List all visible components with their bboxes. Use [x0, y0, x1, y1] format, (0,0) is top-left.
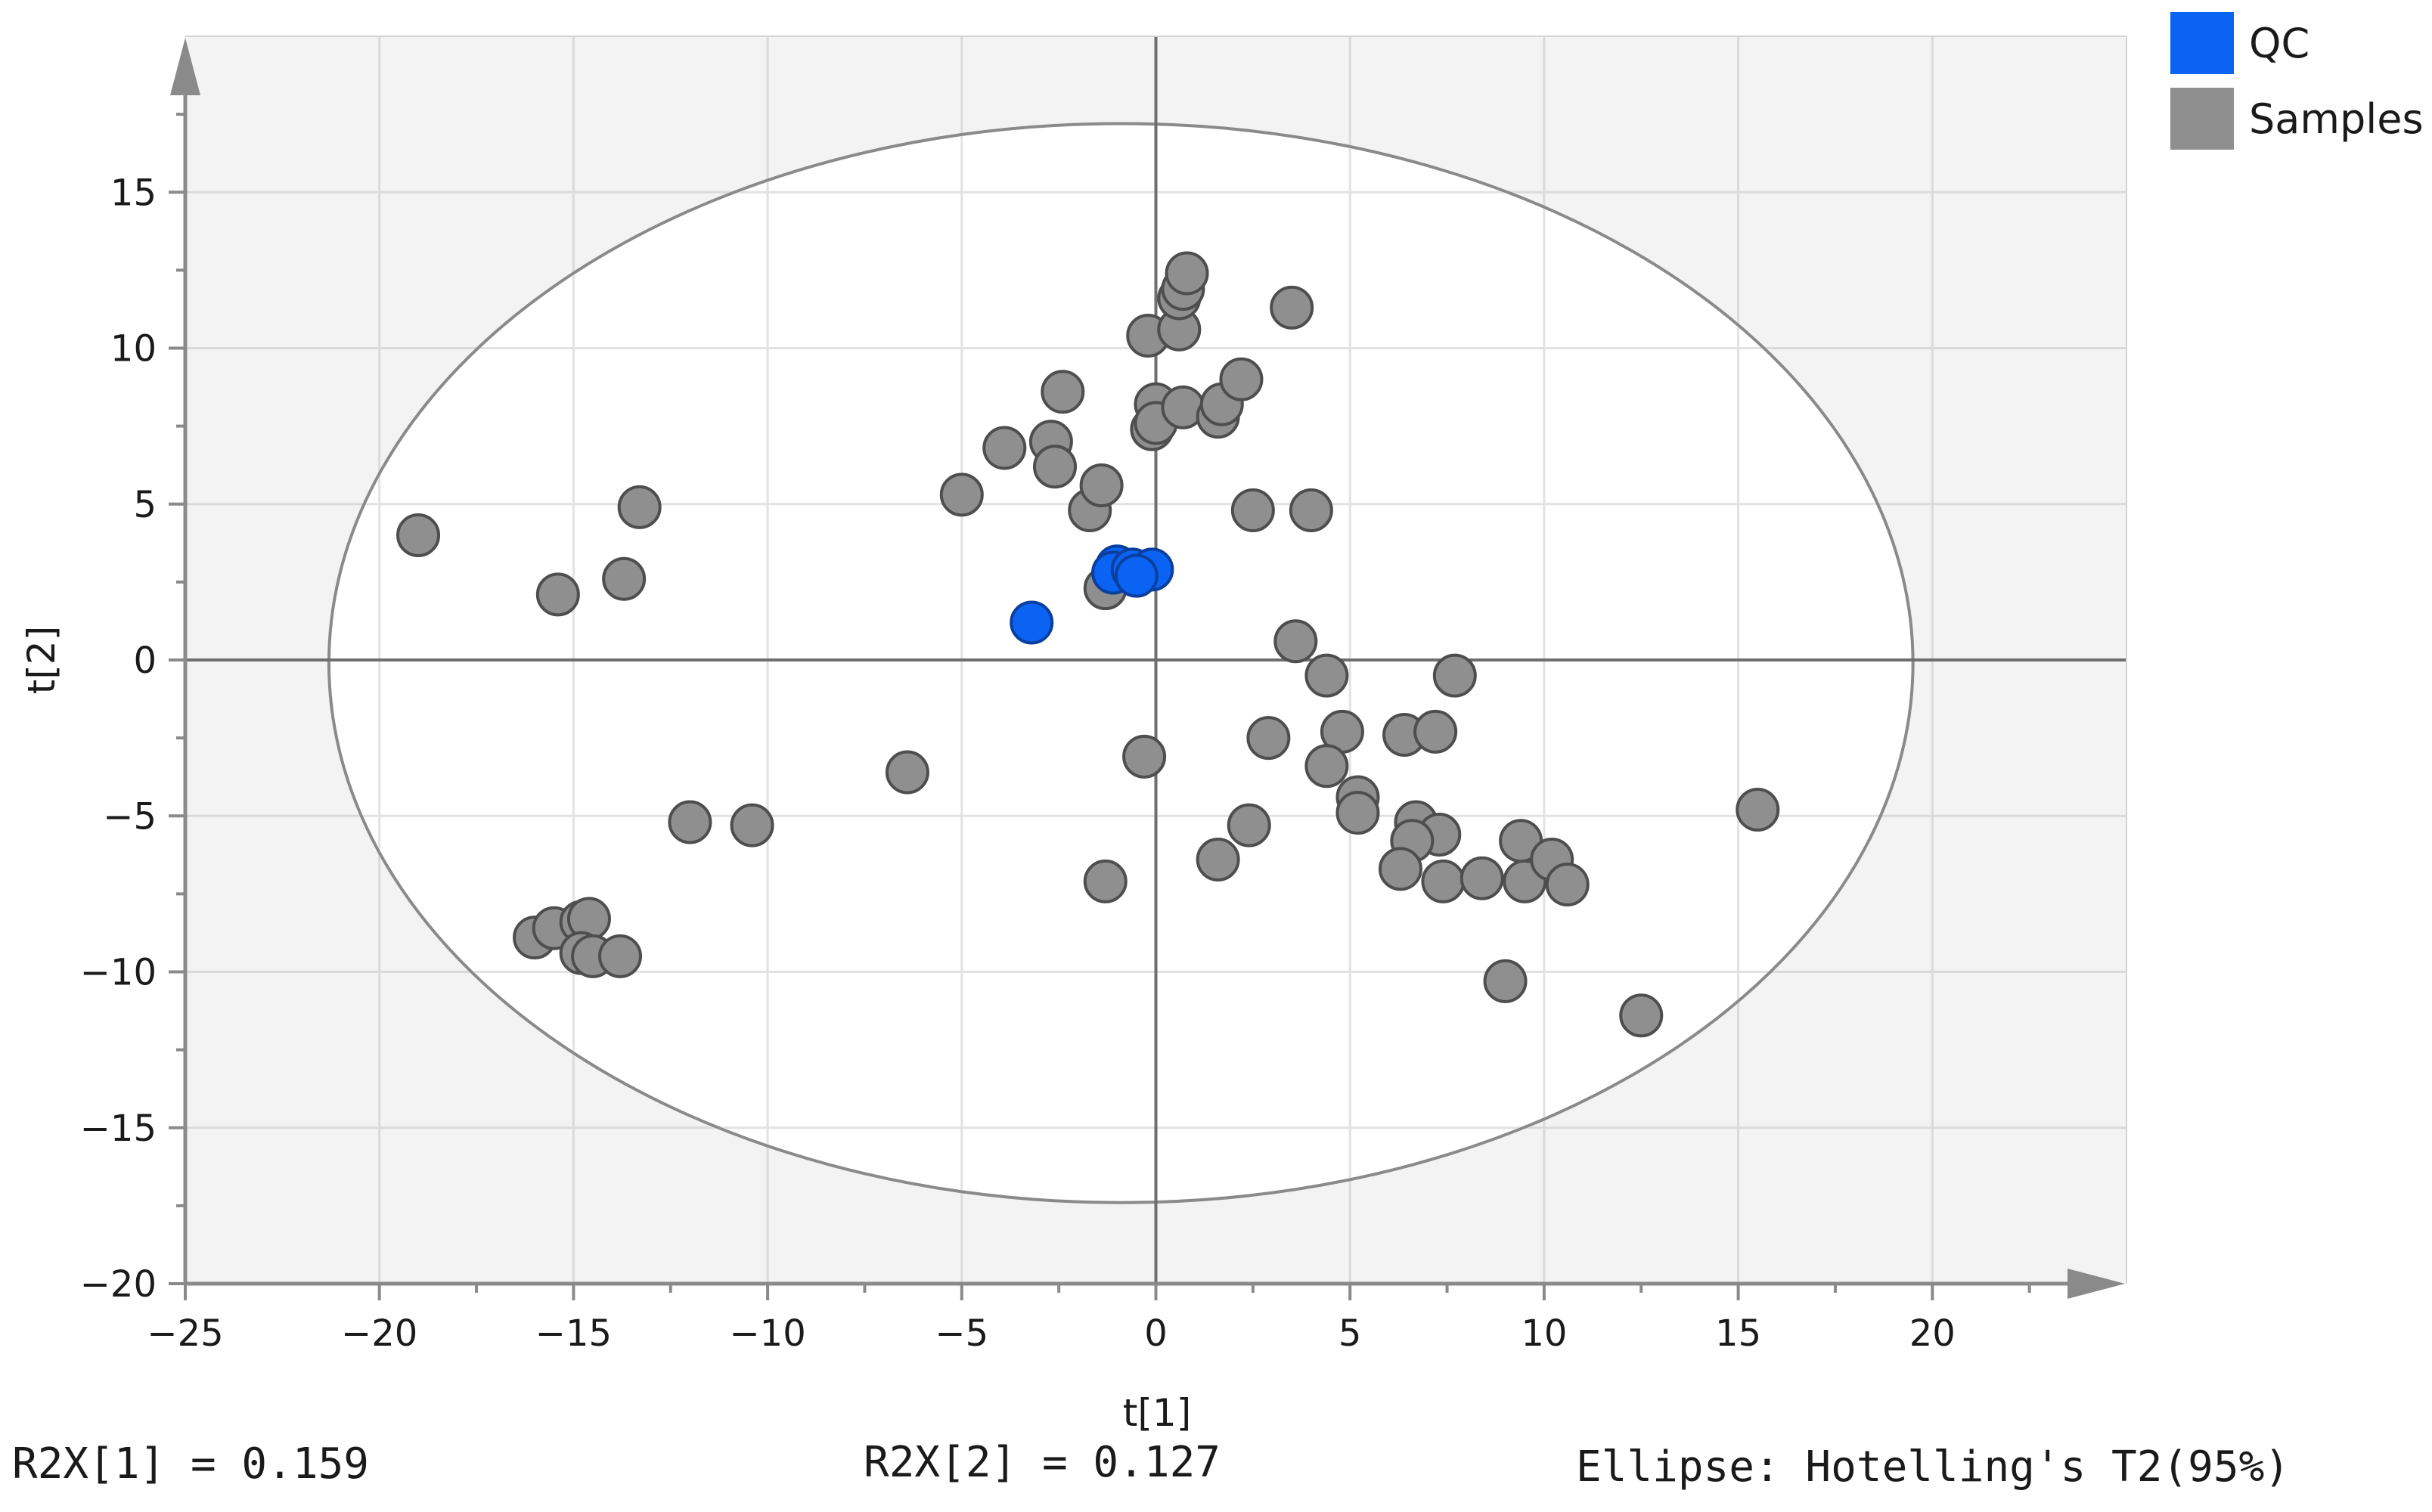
sample-point [535, 572, 580, 617]
y-tick-label: 10 [110, 328, 157, 370]
x-tick-label: −25 [147, 1312, 223, 1355]
y-axis-arrow [170, 38, 200, 95]
sample-point [1304, 653, 1349, 698]
sample-point [982, 426, 1027, 470]
sample-point [1483, 959, 1528, 1003]
sample-point [1413, 709, 1458, 754]
legend: QC Samples [2170, 12, 2424, 150]
sample-point [617, 485, 662, 529]
sample-point [939, 472, 984, 517]
sample-point [1196, 838, 1240, 881]
sample-point [1270, 285, 1314, 330]
sample-point [1246, 716, 1291, 761]
legend-swatch-qc [2170, 12, 2234, 74]
sample-point [1041, 370, 1085, 414]
sample-point [1230, 488, 1275, 532]
x-tick-label: 20 [1909, 1312, 1956, 1355]
sample-point [1545, 863, 1590, 906]
sample-point [1219, 357, 1264, 401]
hotelling-ellipse [327, 122, 1915, 1204]
x-tick-label: −10 [729, 1312, 805, 1355]
sample-point [1460, 856, 1504, 900]
sample-point [1335, 791, 1380, 835]
r2x1-annotation: R2X[1] = 0.159 [12, 1439, 370, 1489]
x-tick-label: 5 [1339, 1312, 1362, 1355]
sample-point [598, 934, 643, 978]
y-tick-label: −10 [80, 952, 157, 994]
qc-point [1010, 600, 1054, 645]
sample-point [1122, 734, 1167, 779]
legend-label-qc: QC [2249, 20, 2309, 67]
x-tick-label: 15 [1715, 1312, 1761, 1355]
qc-point [1114, 553, 1159, 598]
x-tick-label: −15 [535, 1312, 612, 1355]
sample-point [1227, 803, 1271, 847]
y-tick-label: 15 [110, 172, 157, 214]
sample-point [1432, 653, 1477, 698]
sample-point [1304, 744, 1349, 789]
zero-lines [185, 36, 2126, 1284]
sample-point [885, 750, 929, 795]
sample-point [1273, 619, 1318, 664]
sample-point [1079, 463, 1124, 507]
sample-point [1378, 847, 1422, 891]
x-axis-title: t[1] [1123, 1391, 1191, 1435]
legend-label-samples: Samples [2249, 95, 2424, 143]
sample-point [1619, 993, 1664, 1038]
sample-point [668, 800, 712, 844]
x-tick-label: −5 [935, 1312, 988, 1355]
sample-point [1421, 859, 1466, 903]
legend-swatch-samples [2170, 88, 2234, 150]
sample-point [396, 513, 441, 557]
y-tick-label: −20 [80, 1263, 157, 1306]
y-axis-title: t[2] [20, 626, 64, 694]
x-tick-label: −20 [341, 1312, 417, 1355]
sample-point [602, 556, 647, 601]
sample-point [1289, 488, 1333, 532]
sample-point [730, 803, 774, 847]
y-tick-label: −5 [103, 795, 157, 838]
y-tick-label: −15 [80, 1108, 157, 1150]
x-tick-label: 0 [1144, 1312, 1168, 1355]
sample-point [1736, 788, 1780, 832]
axes-layer [170, 36, 2127, 1299]
x-tick-label: 10 [1521, 1312, 1567, 1355]
tick-layer: −25 −20 −15 −10 −5 0 5 10 15 20 −20 −15 −10 −5 0 5 10 15 [80, 113, 2031, 1355]
x-axis-arrow [2068, 1269, 2125, 1299]
sample-point [1083, 859, 1128, 903]
y-tick-label: 0 [133, 640, 157, 682]
sample-point [1165, 251, 1209, 296]
points-layer [396, 251, 1780, 1038]
y-tick-label: 5 [133, 484, 157, 526]
r2x2-annotation: R2X[2] = 0.127 [864, 1438, 1221, 1487]
ellipse-annotation: Ellipse: Hotelling's T2(95%) [1576, 1442, 2291, 1492]
sample-point [1033, 445, 1078, 489]
